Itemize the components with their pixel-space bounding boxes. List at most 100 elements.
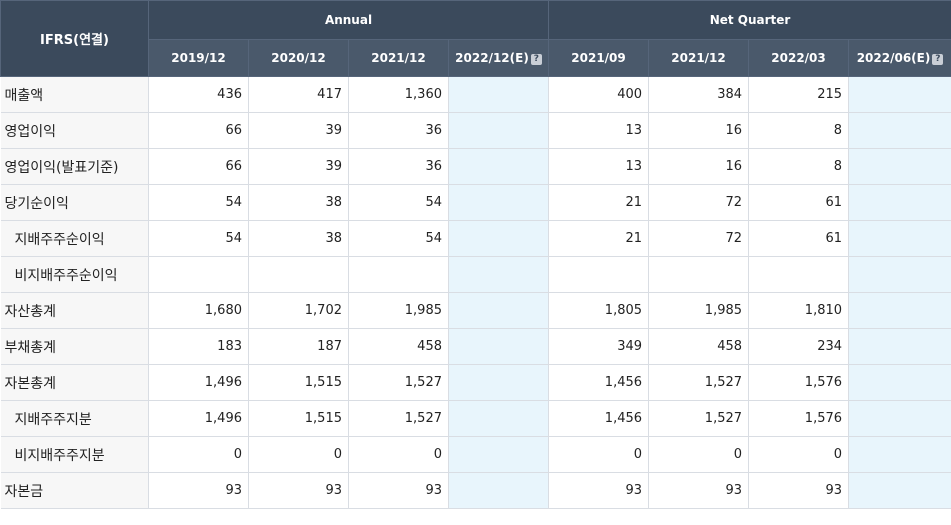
quarter-value-cell: 349: [548, 328, 650, 365]
annual-value-cell: 66: [148, 148, 249, 185]
row-label: 매출액: [0, 76, 149, 113]
quarter-value-cell: 16: [648, 148, 750, 185]
annual-value-cell: [448, 220, 550, 257]
quarter-value-cell: 21: [548, 220, 650, 257]
annual-value-cell: [448, 472, 550, 509]
annual-value-cell: 1,515: [248, 364, 349, 401]
quarter-group-header: Net Quarter: [548, 0, 951, 40]
row-label: 지배주주지분: [0, 400, 149, 437]
annual-col-header: 2020/12: [248, 39, 349, 77]
quarter-value-cell: [848, 184, 951, 221]
quarter-value-cell: [848, 364, 951, 401]
quarter-value-cell: 215: [748, 76, 850, 113]
annual-col-header: 2021/12: [348, 39, 449, 77]
quarter-value-cell: 1,985: [648, 292, 750, 329]
annual-value-cell: [248, 256, 349, 293]
annual-value-cell: 0: [148, 436, 249, 473]
annual-col-header: 2019/12: [148, 39, 249, 77]
annual-value-cell: 1,702: [248, 292, 349, 329]
annual-value-cell: 36: [348, 112, 449, 149]
annual-value-cell: 1,985: [348, 292, 449, 329]
annual-value-cell: 0: [248, 436, 349, 473]
corner-label: IFRS(연결): [0, 0, 149, 77]
quarter-value-cell: 0: [648, 436, 750, 473]
quarter-value-cell: 234: [748, 328, 850, 365]
quarter-value-cell: 1,527: [648, 400, 750, 437]
quarter-value-cell: [848, 400, 951, 437]
quarter-value-cell: 1,805: [548, 292, 650, 329]
annual-value-cell: [448, 436, 550, 473]
quarter-col-header-estimate: 2022/06(E)?: [848, 39, 951, 77]
annual-value-cell: [148, 256, 249, 293]
help-icon[interactable]: ?: [530, 54, 542, 65]
quarter-value-cell: 16: [648, 112, 750, 149]
help-icon[interactable]: ?: [932, 54, 944, 65]
quarter-value-cell: [848, 148, 951, 185]
quarter-value-cell: [848, 76, 951, 113]
quarter-value-cell: 384: [648, 76, 750, 113]
annual-value-cell: 38: [248, 220, 349, 257]
annual-value-cell: [448, 400, 550, 437]
row-label: 당기순이익: [0, 184, 149, 221]
annual-value-cell: [448, 328, 550, 365]
row-label: 부채총계: [0, 328, 149, 365]
annual-value-cell: 0: [348, 436, 449, 473]
annual-value-cell: 187: [248, 328, 349, 365]
row-label: 영업이익(발표기준): [0, 148, 149, 185]
table-body: 매출액 436 417 1,360 400 384 215 영업이익 66 39 36 13 16 8 영업…: [0, 76, 951, 509]
annual-value-cell: 1,360: [348, 76, 449, 113]
table-row: 지배주주지분 1,496 1,515 1,527 1,456 1,527 1,576: [0, 400, 951, 437]
quarter-value-cell: [848, 220, 951, 257]
row-label: 자산총계: [0, 292, 149, 329]
quarter-value-cell: [848, 292, 951, 329]
annual-value-cell: [448, 364, 550, 401]
table-row: 자산총계 1,680 1,702 1,985 1,805 1,985 1,810: [0, 292, 951, 329]
table-row: 비지배주주지분 0 0 0 0 0 0: [0, 436, 951, 473]
annual-value-cell: 93: [248, 472, 349, 509]
quarter-value-cell: 61: [748, 220, 850, 257]
annual-value-cell: [448, 76, 550, 113]
table-row: 당기순이익 54 38 54 21 72 61: [0, 184, 951, 221]
row-label: 자본금: [0, 472, 149, 509]
quarter-value-cell: 400: [548, 76, 650, 113]
quarter-value-cell: 1,576: [748, 400, 850, 437]
annual-value-cell: 36: [348, 148, 449, 185]
annual-value-cell: 54: [148, 184, 249, 221]
annual-value-cell: 66: [148, 112, 249, 149]
annual-value-cell: 1,515: [248, 400, 349, 437]
table-row: 부채총계 183 187 458 349 458 234: [0, 328, 951, 365]
annual-value-cell: 1,527: [348, 400, 449, 437]
annual-value-cell: 1,527: [348, 364, 449, 401]
annual-value-cell: [448, 148, 550, 185]
row-label: 자본총계: [0, 364, 149, 401]
quarter-value-cell: [748, 256, 850, 293]
quarter-value-cell: 93: [548, 472, 650, 509]
table-row: 영업이익(발표기준) 66 39 36 13 16 8: [0, 148, 951, 185]
annual-value-cell: 54: [148, 220, 249, 257]
annual-value-cell: 1,496: [148, 400, 249, 437]
quarter-value-cell: 0: [548, 436, 650, 473]
annual-value-cell: 39: [248, 148, 349, 185]
quarter-value-cell: [848, 328, 951, 365]
annual-value-cell: 93: [148, 472, 249, 509]
annual-value-cell: [448, 112, 550, 149]
quarter-value-cell: 1,456: [548, 364, 650, 401]
quarter-value-cell: 1,527: [648, 364, 750, 401]
annual-value-cell: 1,680: [148, 292, 249, 329]
quarter-value-cell: 8: [748, 148, 850, 185]
quarter-value-cell: 1,810: [748, 292, 850, 329]
quarter-value-cell: 1,576: [748, 364, 850, 401]
quarter-value-cell: 458: [648, 328, 750, 365]
quarter-value-cell: 21: [548, 184, 650, 221]
quarter-value-cell: [548, 256, 650, 293]
quarter-value-cell: 93: [648, 472, 750, 509]
financial-summary-table: IFRS(연결) Annual Net Quarter 2019/12 2020…: [0, 0, 951, 509]
annual-value-cell: 38: [248, 184, 349, 221]
quarter-value-cell: [848, 112, 951, 149]
table-row: 자본총계 1,496 1,515 1,527 1,456 1,527 1,576: [0, 364, 951, 401]
annual-value-cell: 1,496: [148, 364, 249, 401]
quarter-value-cell: [648, 256, 750, 293]
table-row: 자본금 93 93 93 93 93 93: [0, 472, 951, 509]
annual-value-cell: 54: [348, 220, 449, 257]
quarter-col-header: 2021/09: [548, 39, 650, 77]
